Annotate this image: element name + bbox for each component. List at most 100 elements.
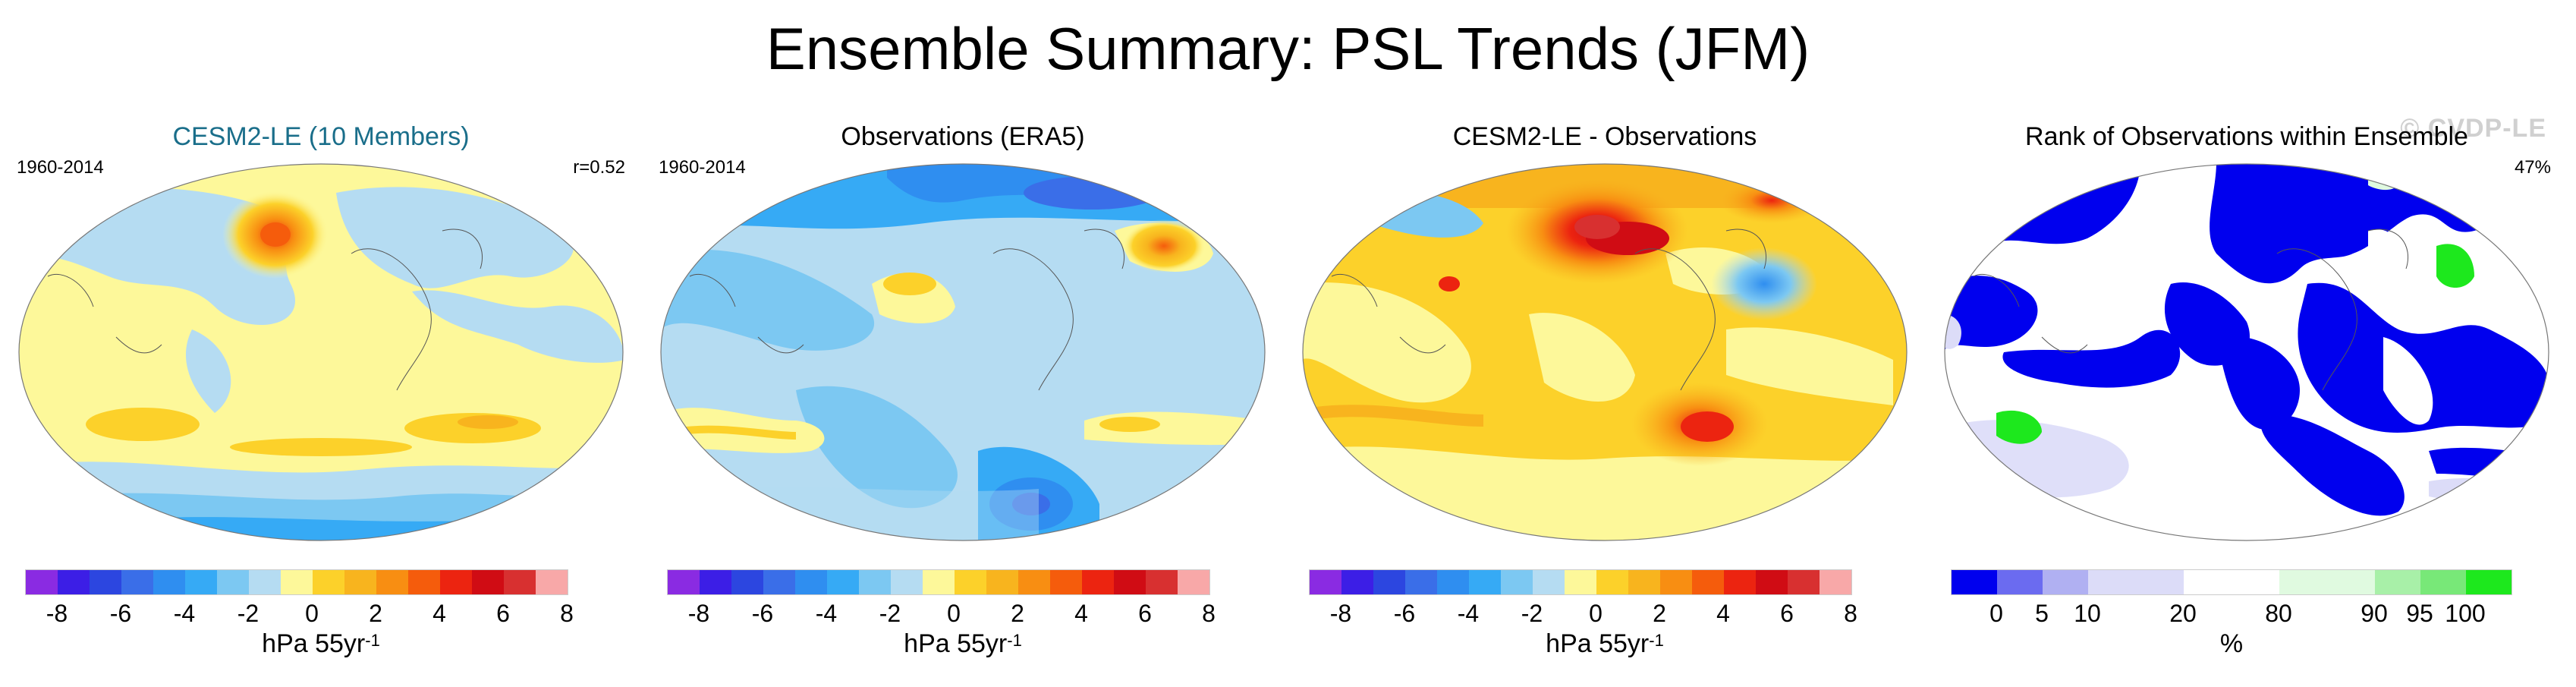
colorbar-swatch (313, 570, 344, 594)
colorbar-unit-text: % (2219, 629, 2244, 658)
colorbar-swatch (986, 570, 1018, 594)
colorbar-tick: 6 (1138, 600, 1152, 627)
panel-observations: Observations (ERA5) 1960-2014 (642, 114, 1284, 683)
colorbar-tick: -4 (815, 600, 838, 627)
colorbar-tick: 4 (1716, 600, 1730, 627)
panel-ensemble-mean: CESM2-LE (10 Members) 1960-2014 r=0.52 (0, 114, 642, 683)
colorbar-tick: -4 (1457, 600, 1480, 627)
colorbar-swatch (1310, 570, 1341, 594)
colorbar-swatch (1341, 570, 1373, 594)
colorbar-swatch (1820, 570, 1851, 594)
colorbar-swatch (731, 570, 763, 594)
colorbar-swatch (1373, 570, 1405, 594)
colorbar-swatch (1660, 570, 1692, 594)
colorbar-swatch (1628, 570, 1660, 594)
colorbar-unit: hPa 55yr-1 (667, 627, 1259, 660)
colorbar-swatch (1146, 570, 1178, 594)
colorbar-swatch (1018, 570, 1050, 594)
colorbar-tick: -8 (46, 600, 68, 627)
colorbar-tick: 6 (1780, 600, 1794, 627)
colorbar-tick: -8 (687, 600, 710, 627)
colorbar-tick: 0 (1989, 600, 2003, 627)
colorbar-tick: 0 (947, 600, 961, 627)
colorbar-swatch (1997, 570, 2043, 594)
colorbar-swatch (923, 570, 955, 594)
colorbar-tick: -4 (173, 600, 196, 627)
colorbar-swatch (2420, 570, 2466, 594)
colorbar-tick: 0 (1589, 600, 1603, 627)
colorbar-swatch (1724, 570, 1756, 594)
main-title: Ensemble Summary: PSL Trends (JFM) (766, 15, 1810, 82)
colorbar-swatch (2184, 570, 2279, 594)
trend-colorbar (1309, 569, 1852, 595)
colorbar-tick: -2 (237, 600, 259, 627)
colorbar-swatch (121, 570, 153, 594)
colorbar-swatch (1565, 570, 1596, 594)
colorbar-tick: -2 (879, 600, 901, 627)
colorbar-tick: -6 (1393, 600, 1416, 627)
colorbar-unit: % (1951, 627, 2512, 660)
colorbar-swatch (700, 570, 731, 594)
colorbar-swatch (440, 570, 472, 594)
rank-colorbar (1951, 569, 2512, 595)
colorbar-tick: 6 (496, 600, 510, 627)
colorbar-swatch (185, 570, 217, 594)
psl-trend-map-ensemble (18, 163, 624, 541)
colorbar-tick: 2 (369, 600, 382, 627)
colorbar-tick: -6 (109, 600, 132, 627)
colorbar-swatch (1952, 570, 1997, 594)
colorbar-unit-text: hPa 55yr (904, 629, 1008, 658)
colorbar-unit: hPa 55yr-1 (25, 627, 617, 660)
colorbar-swatch (1533, 570, 1565, 594)
colorbar-tick: 8 (1844, 600, 1857, 627)
panel-title: CESM2-LE - Observations (1452, 122, 1757, 151)
colorbar-swatch (2466, 570, 2512, 594)
watermark: © CVDP-LE (2400, 114, 2546, 143)
colorbar-tick: 10 (2074, 600, 2101, 627)
colorbar-swatch (1469, 570, 1501, 594)
colorbar-swatch (1082, 570, 1114, 594)
trend-colorbar (25, 569, 568, 595)
panel-difference: CESM2-LE - Observations (1284, 114, 1926, 683)
colorbar-tick: -2 (1521, 600, 1543, 627)
colorbar-swatch (795, 570, 827, 594)
colorbar-tick: -8 (1329, 600, 1352, 627)
colorbar-swatch (1178, 570, 1209, 594)
colorbar-swatch (1501, 570, 1533, 594)
colorbar-tick: 80 (2265, 600, 2292, 627)
panel-title: Rank of Observations within Ensemble (2025, 122, 2468, 151)
period-label: 1960-2014 (659, 157, 746, 178)
rank-map (1944, 163, 2549, 541)
colorbar-unit-text: hPa 55yr (262, 629, 366, 658)
colorbar-tick: 2 (1011, 600, 1024, 627)
colorbar-tick: 0 (305, 600, 319, 627)
colorbar-swatch (2375, 570, 2420, 594)
colorbar-swatch (26, 570, 58, 594)
period-label: 1960-2014 (17, 157, 104, 178)
colorbar-swatch (376, 570, 408, 594)
psl-trend-map-observations (660, 163, 1266, 541)
colorbar-tick: 95 (2406, 600, 2433, 627)
colorbar-tick: 4 (432, 600, 446, 627)
colorbar-swatch (1405, 570, 1437, 594)
colorbar-swatch (2279, 570, 2375, 594)
colorbar-tick: 2 (1653, 600, 1666, 627)
colorbar-tick: 90 (2361, 600, 2388, 627)
pattern-correlation-label: r=0.52 (573, 157, 625, 178)
colorbar-swatch (1692, 570, 1724, 594)
colorbar-swatch (472, 570, 504, 594)
colorbar-unit: hPa 55yr-1 (1309, 627, 1901, 660)
colorbar-swatch (504, 570, 536, 594)
colorbar-swatch (249, 570, 281, 594)
colorbar-swatch (2043, 570, 2088, 594)
colorbar-swatch (536, 570, 568, 594)
colorbar-swatch (1788, 570, 1820, 594)
colorbar-swatch (1050, 570, 1082, 594)
colorbar-unit-text: hPa 55yr (1546, 629, 1650, 658)
colorbar-tick: 8 (560, 600, 574, 627)
colorbar-swatch (153, 570, 185, 594)
colorbar-tick: 4 (1074, 600, 1088, 627)
colorbar-swatch (1114, 570, 1146, 594)
colorbar-swatch (668, 570, 700, 594)
colorbar-swatch (2088, 570, 2184, 594)
